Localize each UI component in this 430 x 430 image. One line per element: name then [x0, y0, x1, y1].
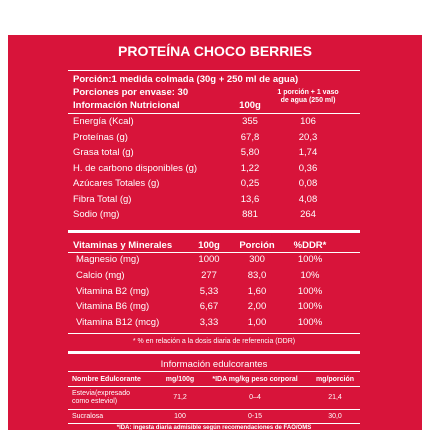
vitamins-cell: Magnesio (mg)	[76, 254, 140, 265]
nutrition-cell: Proteínas (g)	[73, 131, 128, 143]
sweeteners-cell: Estevia(expresado como esteviol)	[72, 390, 130, 405]
divider	[68, 423, 360, 424]
nutrition-cell: 13,6	[240, 193, 260, 205]
vitamins-header: Vitaminas y Minerales	[73, 240, 173, 251]
nutrition-cell: 0,08	[298, 178, 318, 189]
vitamins-cell: Vitamina B2 (mg)	[76, 285, 150, 297]
nutrition-cell: 4,08	[298, 193, 318, 205]
vitamins-cell: 6,67	[199, 301, 219, 313]
divider	[68, 70, 360, 71]
divider	[68, 351, 360, 354]
nutrition-cell: Azúcares Totales (g)	[73, 178, 160, 189]
nutrition-cell: 5,80	[240, 147, 260, 158]
sweeteners-header: *IDA mg/kg peso corporal	[212, 376, 298, 383]
nutrition-cell: Grasa total (g)	[73, 147, 134, 158]
nutrition-panel: PROTEÍNA CHOCO BERRIES Porción:1 medida …	[8, 35, 422, 430]
nutrition-cell: 20,3	[298, 131, 318, 143]
sweeteners-header: Nombre Edulcorante	[72, 376, 141, 383]
vitamins-header: 100g	[198, 240, 220, 251]
divider	[68, 371, 360, 372]
sweeteners-title: Información edulcorantes	[160, 359, 268, 370]
sweeteners-cell: 100	[174, 413, 186, 420]
nutrition-cell: 0,25	[240, 178, 260, 189]
sweeteners-cell: 30,0	[328, 413, 342, 420]
divider	[68, 386, 360, 387]
nutrition-cell: H. de carbono disponibles (g)	[73, 162, 198, 174]
nutrition-cell: 264	[300, 209, 316, 220]
divider	[68, 230, 360, 233]
sweeteners-header: mg/porción	[315, 376, 355, 383]
vitamins-cell: 10%	[300, 269, 320, 281]
sweeteners-cell: 71,2	[173, 394, 187, 401]
vitamins-cell: 1,00	[247, 317, 267, 329]
divider	[68, 409, 360, 410]
vitamins-cell: 100%	[297, 285, 323, 297]
vitamins-cell: 100%	[297, 317, 323, 329]
servings-text: Porciones por envase: 30	[73, 87, 189, 98]
footnote: * % en relación a la dosis diaria de ref…	[132, 338, 296, 345]
nutrition-cell: Energía (Kcal)	[73, 116, 134, 127]
nutrition-header: 100g	[239, 100, 261, 111]
nutrition-cell: 881	[242, 209, 258, 220]
vitamins-cell: 5,33	[199, 285, 219, 297]
nutrition-cell: 106	[300, 116, 316, 127]
vitamins-cell: 1,60	[247, 285, 267, 297]
sweeteners-cell: 21,4	[328, 394, 342, 401]
vitamins-cell: 2,00	[247, 301, 267, 313]
sweeteners-cell: 0-15	[247, 413, 263, 420]
nutrition-cell: 355	[242, 116, 258, 127]
vitamins-cell: 1000	[198, 254, 220, 265]
vitamins-header: %DDR*	[293, 240, 327, 251]
vitamins-cell: Vitamina B12 (mcg)	[76, 317, 160, 329]
nutrition-header: 1 porción + 1 vaso de agua (250 ml)	[277, 89, 339, 104]
vitamins-cell: 100%	[297, 301, 323, 313]
nutrition-cell: Sodio (mg)	[73, 209, 120, 220]
portion-text: Porción:1 medida colmada (30g + 250 ml d…	[73, 74, 299, 85]
sweeteners-cell: 0–4	[249, 394, 261, 401]
nutrition-cell: 67,8	[240, 131, 260, 143]
vitamins-cell: 277	[201, 269, 217, 281]
vitamins-cell: Vitamina B6 (mg)	[76, 301, 150, 313]
title: PROTEÍNA CHOCO BERRIES	[118, 43, 312, 59]
vitamins-cell: 300	[249, 254, 265, 265]
sweeteners-header: mg/100g	[165, 376, 195, 383]
divider	[68, 252, 360, 253]
sweeteners-cell: Sucralosa	[72, 413, 104, 420]
divider	[68, 333, 360, 334]
vitamins-header: Porción	[239, 240, 275, 251]
vitamins-cell: 3,33	[199, 317, 219, 329]
nutrition-cell: Fibra Total (g)	[73, 193, 132, 205]
vitamins-cell: 83,0	[247, 269, 267, 281]
divider	[68, 113, 360, 114]
sweetener-note: *IDA: ingesta diaria admisible según rec…	[116, 425, 312, 430]
nutrition-header: Información Nutricional	[73, 100, 180, 111]
nutrition-cell: 1,22	[240, 162, 260, 174]
vitamins-cell: 100%	[297, 254, 323, 265]
nutrition-cell: 1,74	[298, 147, 318, 158]
vitamins-cell: Calcio (mg)	[76, 269, 125, 281]
nutrition-cell: 0,36	[298, 162, 318, 174]
